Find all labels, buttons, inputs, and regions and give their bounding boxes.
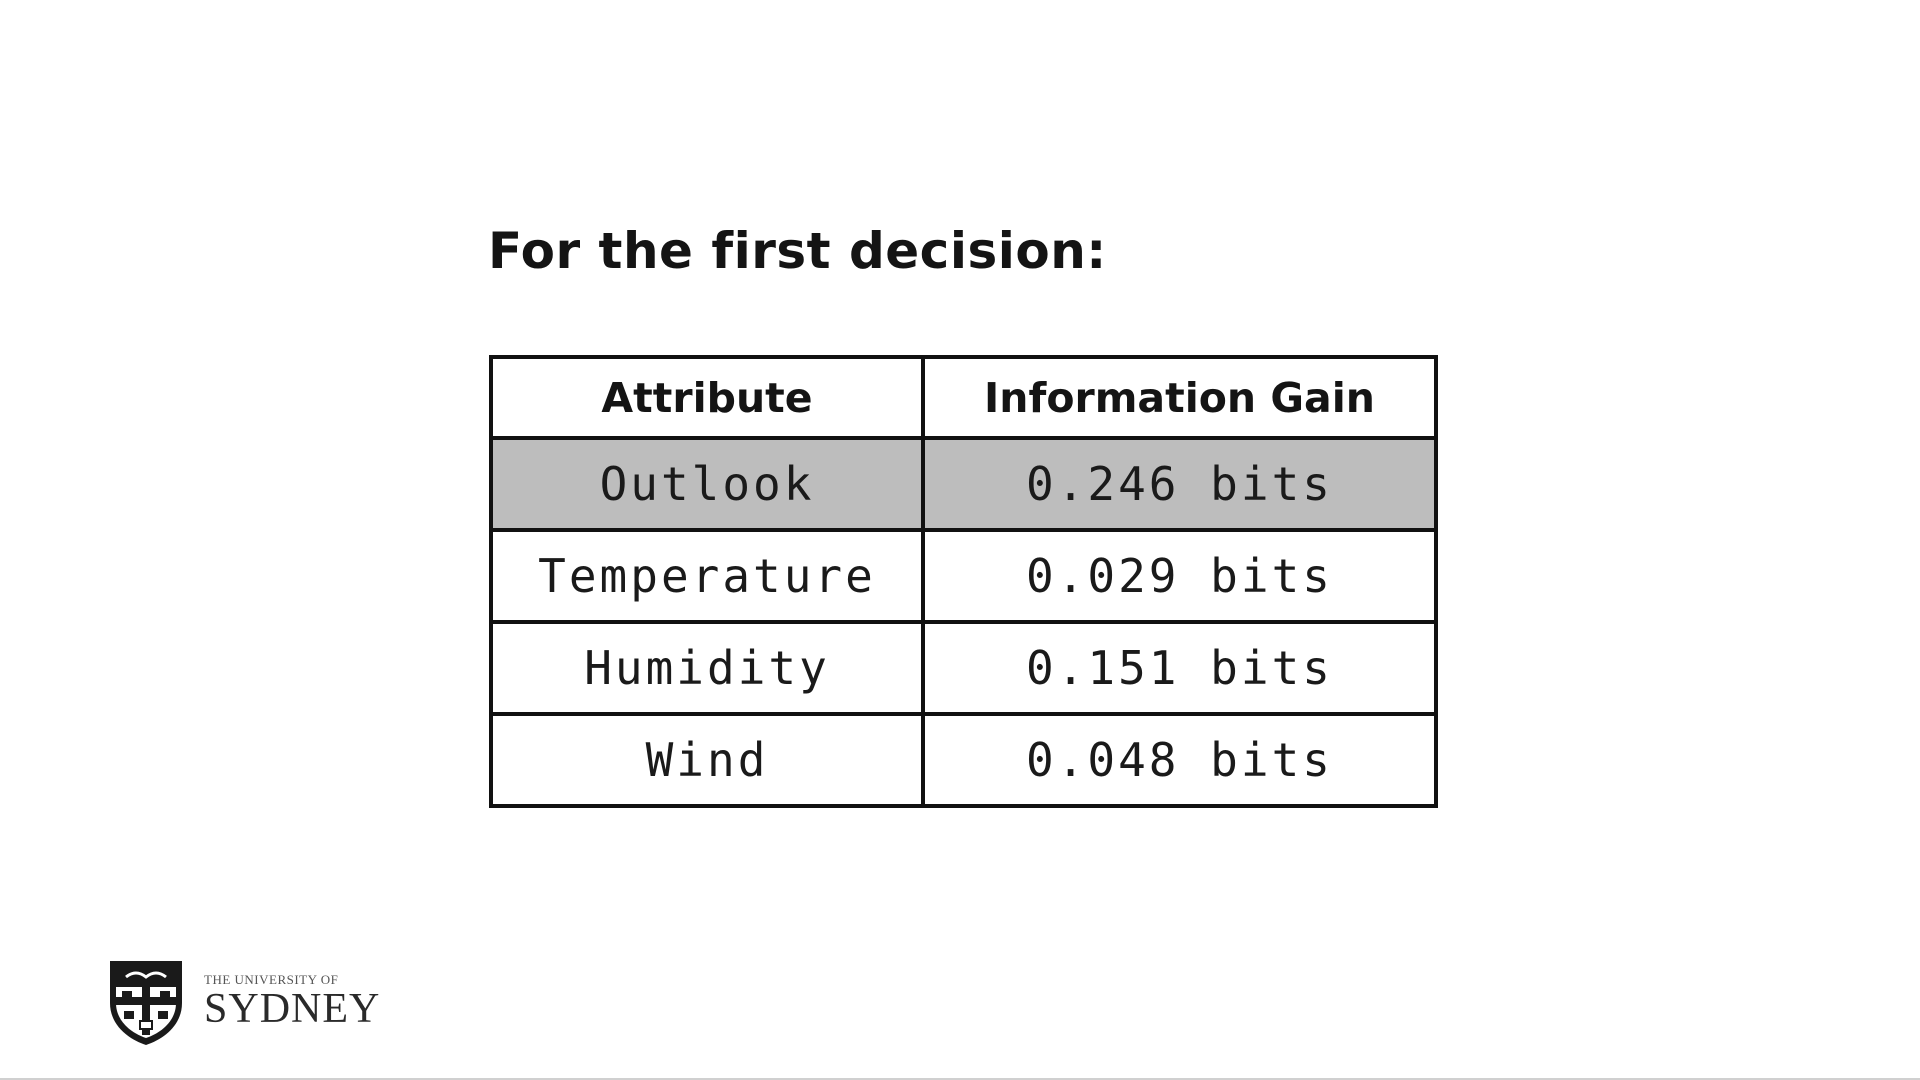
table-row-outlook: Outlook 0.246 bits xyxy=(489,436,1438,532)
table-row-humidity: Humidity 0.151 bits xyxy=(489,620,1438,716)
bottom-divider xyxy=(0,1078,1920,1080)
column-header-information-gain: Information Gain xyxy=(921,355,1438,440)
attribute-cell: Outlook xyxy=(489,436,925,532)
column-header-attribute: Attribute xyxy=(489,355,925,440)
university-logo: THE UNIVERSITY OF SYDNEY xyxy=(100,955,380,1047)
gain-cell: 0.048 bits xyxy=(921,712,1438,808)
gain-cell: 0.246 bits xyxy=(921,436,1438,532)
logo-text-line2: SYDNEY xyxy=(204,985,381,1032)
slide-heading: For the first decision: xyxy=(488,222,1107,280)
attribute-cell: Temperature xyxy=(489,528,925,624)
attribute-cell: Wind xyxy=(489,712,925,808)
table-row-wind: Wind 0.048 bits xyxy=(489,712,1438,808)
information-gain-table: Attribute Information Gain Outlook 0.246… xyxy=(489,355,1438,808)
table-row-temperature: Temperature 0.029 bits xyxy=(489,528,1438,624)
logo-text-line1: THE UNIVERSITY OF xyxy=(204,971,339,987)
attribute-cell: Humidity xyxy=(489,620,925,716)
gain-cell: 0.151 bits xyxy=(921,620,1438,716)
gain-cell: 0.029 bits xyxy=(921,528,1438,624)
university-crest-icon xyxy=(110,961,182,1045)
table-header-row: Attribute Information Gain xyxy=(489,355,1438,440)
